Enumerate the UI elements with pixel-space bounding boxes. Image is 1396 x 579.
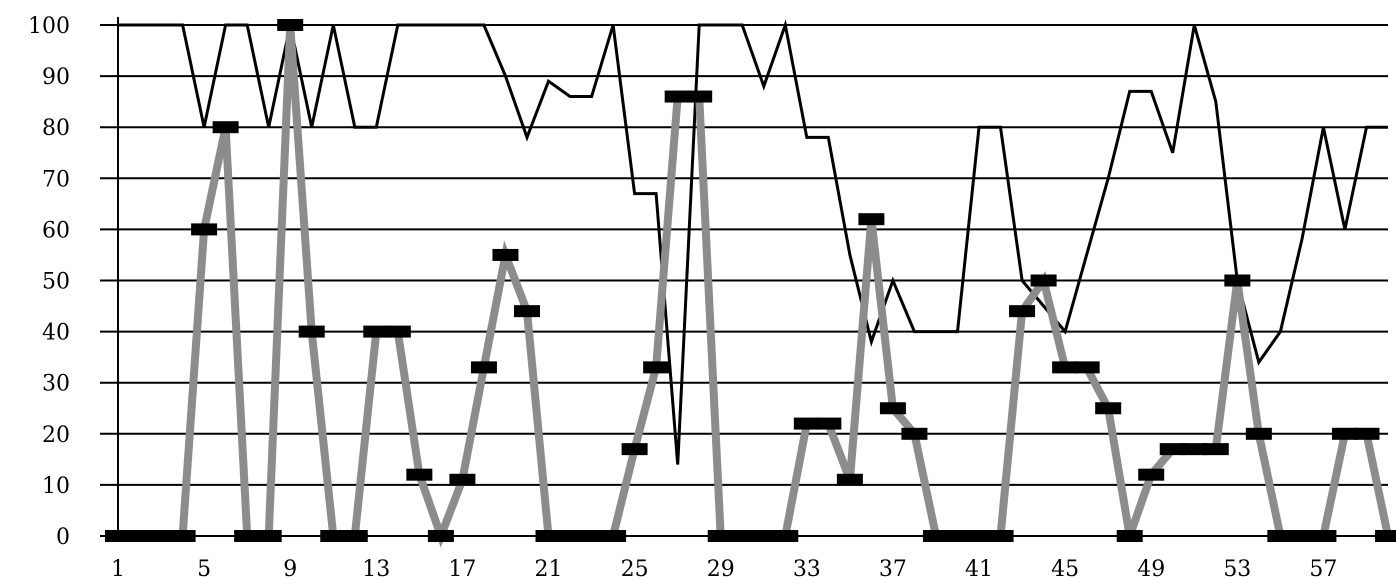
- x-tick-label: 9: [283, 557, 297, 579]
- data-point-marker: [966, 530, 993, 542]
- data-point-marker: [1159, 443, 1186, 456]
- data-point-marker: [1375, 530, 1396, 542]
- y-tick-label: 80: [42, 116, 70, 141]
- data-point-marker: [212, 121, 239, 134]
- data-point-marker: [1353, 427, 1380, 440]
- data-point-marker: [126, 530, 153, 542]
- data-point-marker: [1267, 530, 1294, 542]
- data-point-marker: [148, 530, 175, 542]
- data-point-marker: [105, 530, 131, 542]
- x-tick-label: 5: [197, 557, 211, 579]
- data-point-marker: [1138, 468, 1165, 481]
- x-tick-label: 13: [362, 557, 390, 579]
- x-tick-label: 57: [1309, 557, 1337, 579]
- grid-lines: [100, 24, 1388, 537]
- x-tick-labels: 1 5 9 13 17 21 25 29 33 37 41 45 49 53 57: [111, 557, 1337, 579]
- data-point-marker: [384, 325, 411, 338]
- data-point-marker: [1030, 274, 1057, 287]
- y-tick-label: 60: [42, 218, 70, 243]
- data-point-marker: [320, 530, 347, 542]
- y-tick-label: 50: [42, 270, 70, 295]
- x-tick-label: 17: [448, 557, 476, 579]
- data-point-marker: [255, 530, 282, 542]
- data-point-marker: [1288, 530, 1315, 542]
- data-point-marker: [363, 325, 390, 338]
- data-point-marker: [169, 530, 196, 542]
- y-tick-label: 20: [42, 423, 70, 448]
- x-tick-label: 45: [1051, 557, 1079, 579]
- data-point-marker: [987, 530, 1014, 542]
- x-tick-label: 21: [535, 557, 563, 579]
- data-point-marker: [557, 530, 584, 542]
- data-point-marker: [578, 530, 605, 542]
- data-point-marker: [1073, 361, 1100, 374]
- y-tick-labels: 0 10 20 30 40 50 60 70 80 90 100: [28, 14, 70, 550]
- data-point-marker: [600, 530, 627, 542]
- data-point-marker: [492, 248, 519, 261]
- y-tick-label: 0: [56, 525, 70, 550]
- y-tick-label: 90: [42, 65, 70, 90]
- data-point-marker: [234, 530, 261, 542]
- data-point-marker: [1181, 443, 1208, 456]
- data-point-marker: [513, 305, 540, 318]
- data-point-marker: [1052, 361, 1079, 374]
- data-point-marker: [1095, 402, 1122, 415]
- data-point-marker: [1009, 305, 1036, 318]
- x-tick-label: 53: [1223, 557, 1251, 579]
- data-point-marker: [621, 443, 648, 456]
- data-point-marker: [879, 402, 906, 415]
- x-tick-label: 33: [793, 557, 821, 579]
- data-point-marker: [815, 417, 842, 430]
- data-point-marker: [470, 361, 497, 374]
- data-point-marker: [1116, 530, 1143, 542]
- data-point-marker: [1310, 530, 1337, 542]
- y-tick-label: 10: [42, 474, 70, 499]
- x-tick-label: 41: [965, 557, 993, 579]
- data-point-marker: [707, 530, 734, 542]
- data-point-marker: [298, 325, 325, 338]
- data-point-marker: [664, 90, 691, 103]
- x-tick-label: 37: [879, 557, 907, 579]
- data-point-marker: [772, 530, 799, 542]
- y-tick-label: 30: [42, 372, 70, 397]
- x-tick-label: 1: [111, 557, 125, 579]
- data-point-marker: [858, 213, 885, 226]
- data-point-marker: [750, 530, 777, 542]
- data-point-marker: [191, 223, 218, 236]
- data-point-marker: [1224, 274, 1251, 287]
- data-point-marker: [729, 530, 756, 542]
- data-point-marker: [1245, 427, 1272, 440]
- data-point-marker: [901, 427, 928, 440]
- data-point-marker: [944, 530, 971, 542]
- data-point-marker: [836, 473, 863, 486]
- data-point-marker: [686, 90, 713, 103]
- data-point-marker: [1331, 427, 1358, 440]
- data-point-marker: [341, 530, 368, 542]
- data-point-marker: [1202, 443, 1229, 456]
- data-point-marker: [793, 417, 820, 430]
- y-tick-label: 100: [28, 14, 70, 39]
- series-line-black: [118, 19, 1388, 465]
- data-point-marker: [427, 530, 454, 542]
- data-point-marker: [535, 530, 562, 542]
- data-point-marker: [406, 468, 433, 481]
- x-tick-label: 49: [1137, 557, 1165, 579]
- markers: [105, 19, 1396, 542]
- data-point-marker: [449, 473, 476, 486]
- data-point-marker: [277, 19, 304, 31]
- x-tick-label: 29: [707, 557, 735, 579]
- x-tick-label: 25: [621, 557, 649, 579]
- y-tick-label: 40: [42, 321, 70, 346]
- data-point-marker: [922, 530, 949, 542]
- data-point-marker: [643, 361, 670, 374]
- y-tick-label: 70: [42, 167, 70, 192]
